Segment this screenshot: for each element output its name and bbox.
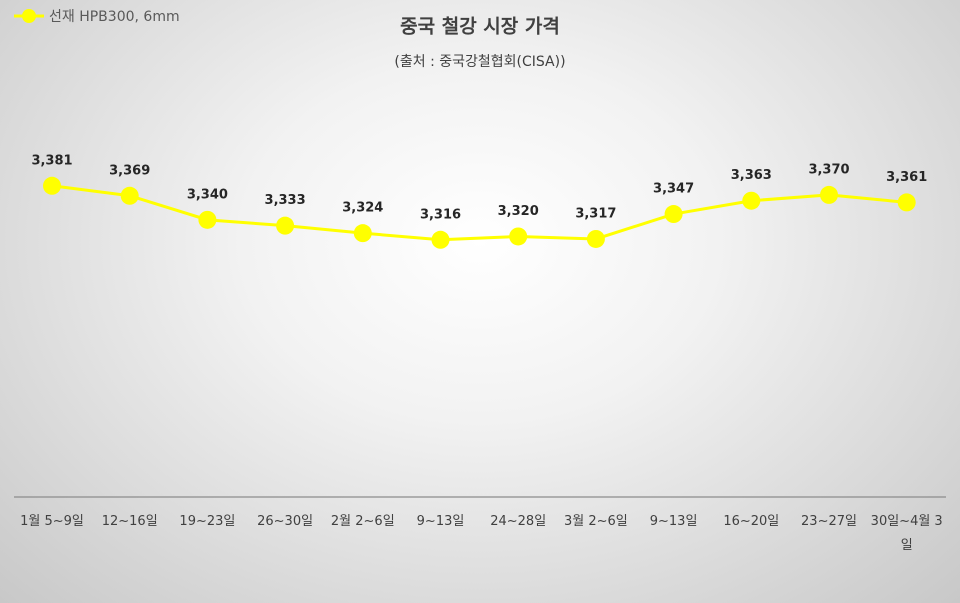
data-point [664, 205, 683, 224]
x-tick-label: 19~23일 [179, 514, 236, 529]
data-label: 3,317 [575, 206, 616, 221]
x-tick-label: 9~13일 [416, 514, 465, 529]
x-tick-label: 2월 2~6일 [330, 514, 395, 529]
x-tick-label: 12~16일 [101, 514, 158, 529]
data-label: 3,369 [109, 163, 150, 178]
series-line [51, 184, 907, 242]
data-point [742, 191, 761, 210]
x-tick-label: 3월 2~6일 [564, 514, 628, 529]
data-label: 3,340 [187, 187, 228, 202]
data-label: 3,363 [731, 168, 772, 183]
chart-subtitle: (출처 : 중국강철협회(CISA)) [394, 54, 565, 70]
data-label: 3,361 [886, 170, 927, 185]
data-point [198, 210, 217, 229]
legend-marker [22, 9, 36, 23]
data-point [353, 224, 372, 243]
data-point [276, 216, 295, 235]
data-point [897, 193, 916, 212]
data-label: 3,316 [420, 207, 461, 222]
x-tick-label: 26~30일 [257, 514, 314, 529]
data-label: 3,381 [31, 153, 72, 168]
x-tick-label: 9~13일 [649, 514, 698, 529]
data-point [431, 230, 450, 249]
data-label: 3,333 [265, 193, 306, 208]
data-label: 3,370 [808, 162, 849, 177]
x-tick-label: 16~20일 [723, 514, 780, 529]
data-point [586, 229, 605, 248]
x-tick-label: 24~28일 [490, 514, 547, 529]
x-tick-label: 1월 5~9일 [20, 514, 84, 529]
data-label: 3,324 [342, 201, 383, 216]
x-tick-label: 23~27일 [801, 514, 857, 529]
legend-label: 선재 HPB300, 6mm [49, 9, 180, 25]
x-tick-label: 30일~4월 3일 [870, 514, 943, 553]
data-label: 3,320 [498, 204, 539, 219]
data-point [820, 185, 838, 204]
data-label: 3,347 [653, 182, 694, 197]
data-point [120, 186, 139, 205]
chart-title: 중국 철강 시장 가격 [400, 16, 560, 38]
data-point [43, 176, 61, 195]
data-point [509, 227, 528, 246]
